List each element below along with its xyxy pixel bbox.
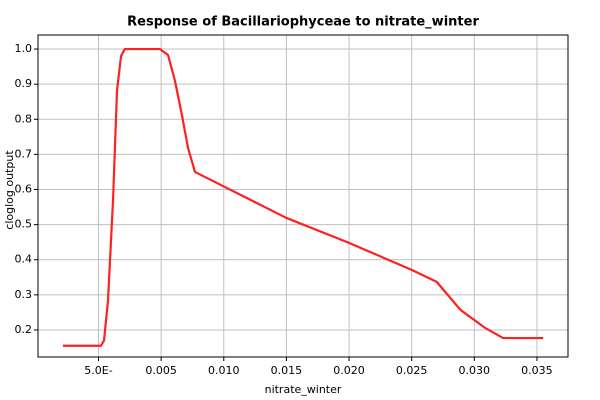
y-tick-label: 1.0 bbox=[15, 42, 33, 55]
x-tick-label: 5.0E- bbox=[84, 364, 112, 377]
y-tick-label: 0.4 bbox=[15, 253, 33, 266]
x-tick-label: 0.025 bbox=[396, 364, 428, 377]
y-tick-label: 0.7 bbox=[15, 147, 33, 160]
response-line bbox=[62, 47, 544, 347]
x-tick-label: 0.005 bbox=[145, 364, 177, 377]
x-axis-label: nitrate_winter bbox=[265, 383, 342, 396]
plot-frame bbox=[37, 34, 569, 358]
y-tick-label: 0.3 bbox=[15, 288, 33, 301]
x-tick-label: 0.020 bbox=[333, 364, 365, 377]
y-tick-label: 0.6 bbox=[15, 183, 33, 196]
x-tick-label: 0.015 bbox=[271, 364, 303, 377]
y-tick-label: 0.8 bbox=[15, 112, 33, 125]
y-axis-label: cloglog output bbox=[3, 150, 16, 230]
y-tick-label: 0.9 bbox=[15, 77, 33, 90]
x-tick-label: 0.035 bbox=[521, 364, 553, 377]
chart-title: Response of Bacillariophyceae to nitrate… bbox=[127, 15, 479, 30]
x-tick-label: 0.010 bbox=[208, 364, 240, 377]
x-tick-label: 0.030 bbox=[459, 364, 491, 377]
y-tick-label: 0.2 bbox=[15, 323, 33, 336]
y-tick-label: 0.5 bbox=[15, 218, 33, 231]
